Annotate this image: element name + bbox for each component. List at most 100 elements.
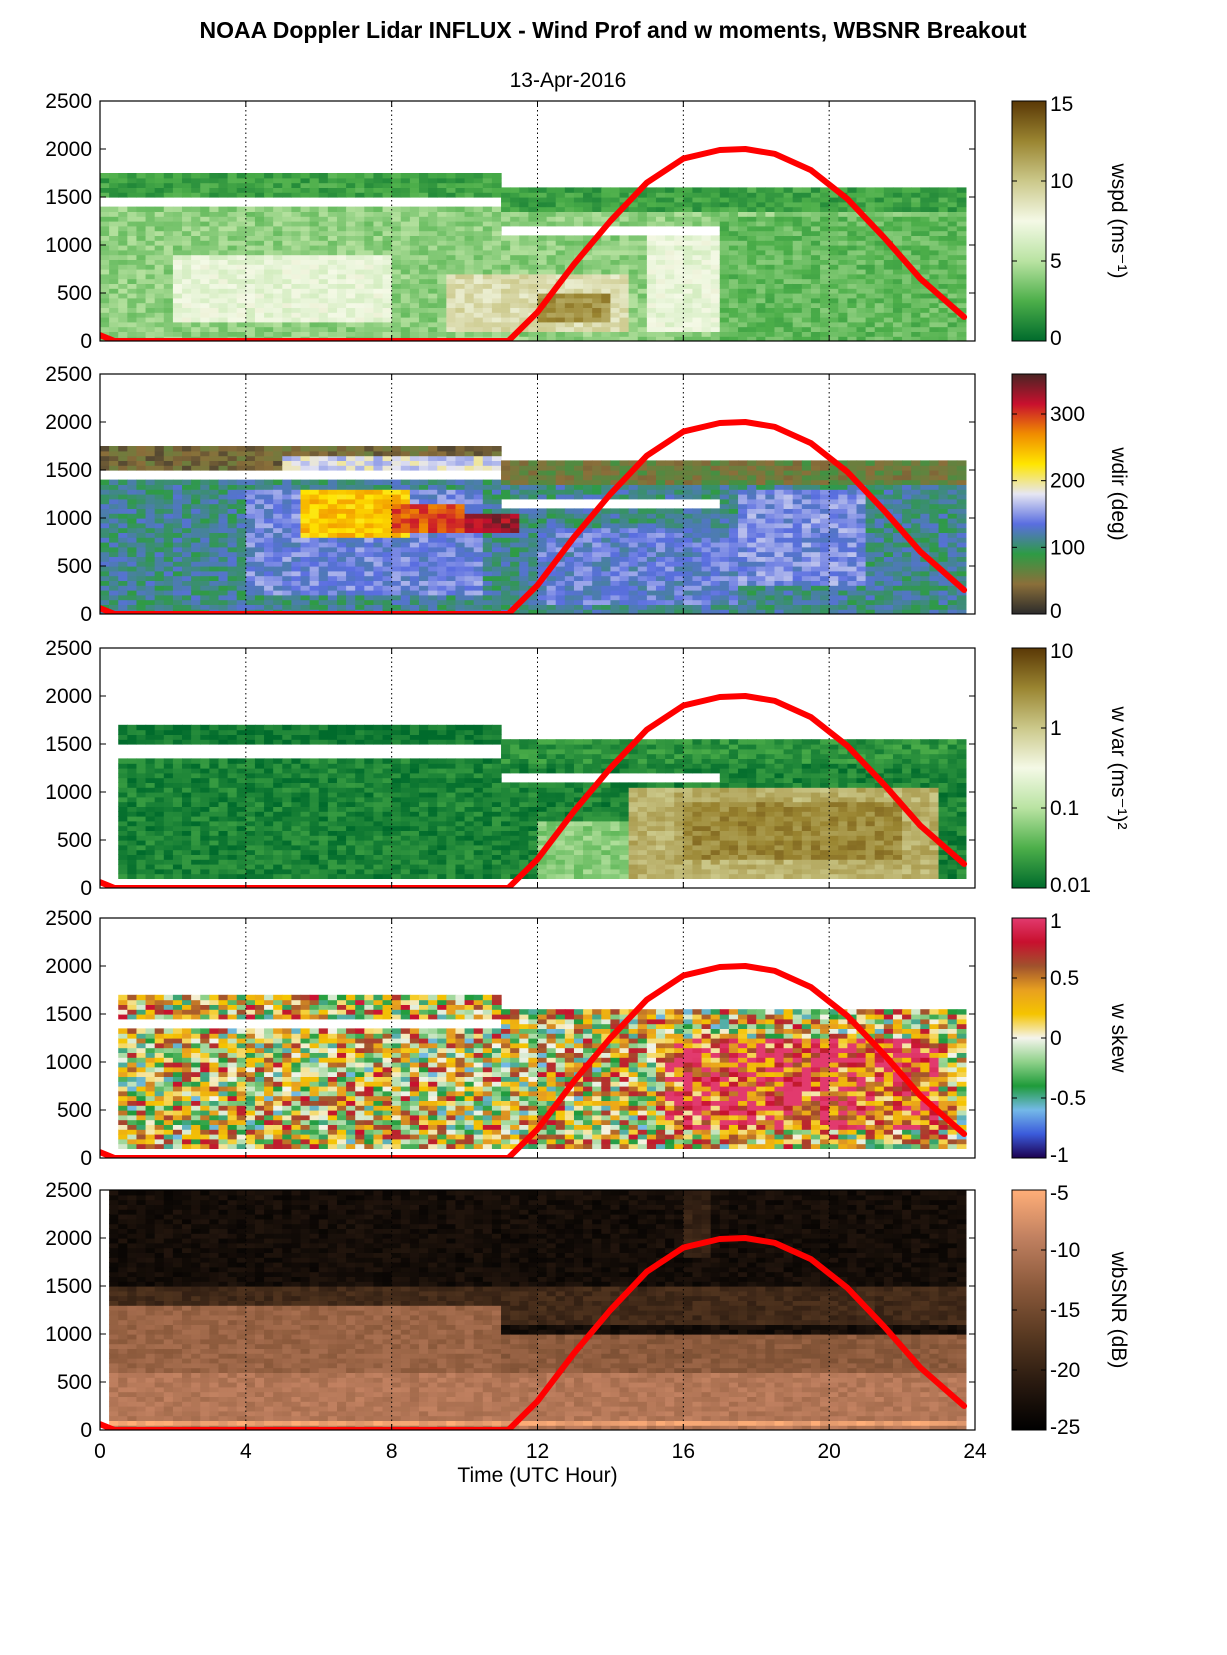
heatmap-cell: [501, 297, 511, 304]
heatmap-cell: [555, 259, 566, 265]
heatmap-cell: [346, 561, 356, 567]
heatmap-cell: [710, 201, 721, 208]
heatmap-cell: [646, 283, 657, 289]
heatmap-cell: [874, 235, 885, 241]
heatmap-cell: [373, 297, 384, 304]
heatmap-cell: [573, 283, 584, 289]
heatmap-cell: [391, 599, 402, 605]
heatmap-cell: [409, 317, 420, 323]
heatmap-cell: [336, 173, 347, 179]
heatmap-cell: [291, 455, 302, 461]
heatmap-cell: [592, 513, 602, 519]
heatmap-cell: [519, 474, 529, 481]
heatmap-cell: [172, 269, 183, 275]
heatmap-cell: [765, 288, 776, 294]
heatmap-cell: [145, 206, 156, 212]
heatmap-cell: [683, 211, 694, 217]
heatmap-cell: [747, 187, 757, 193]
heatmap-cell: [883, 264, 894, 270]
heatmap-cell: [109, 494, 119, 500]
heatmap-cell: [209, 249, 220, 256]
heatmap-cell: [728, 331, 739, 337]
heatmap-cell: [227, 570, 238, 577]
heatmap-cell: [428, 273, 438, 280]
heatmap-cell: [309, 527, 320, 533]
heatmap-cell: [829, 201, 839, 208]
heatmap-cell: [154, 522, 165, 529]
heatmap-cell: [765, 317, 776, 323]
heatmap-cell: [191, 494, 201, 500]
heatmap-cell: [409, 513, 420, 519]
heatmap-cell: [956, 278, 967, 284]
heatmap-cell: [792, 187, 803, 193]
heatmap-cell: [373, 450, 384, 457]
heatmap-cell: [792, 273, 803, 280]
heatmap-cell: [619, 278, 630, 284]
heatmap-cell: [501, 551, 511, 557]
heatmap-cell: [227, 321, 238, 328]
heatmap-cell: [810, 221, 821, 227]
heatmap-cell: [519, 604, 529, 610]
heatmap-cell: [601, 283, 612, 289]
heatmap-cell: [227, 307, 238, 313]
heatmap-cell: [127, 235, 138, 241]
heatmap-cell: [264, 460, 274, 466]
heatmap-cell: [601, 551, 612, 557]
heatmap-cell: [309, 273, 320, 280]
heatmap-cell: [437, 254, 447, 260]
heatmap-cell: [847, 264, 858, 270]
heatmap-cell: [537, 245, 548, 251]
heatmap-cell: [883, 249, 894, 256]
heatmap-cell: [564, 570, 575, 577]
heatmap-cell: [546, 465, 557, 471]
heatmap-cell: [409, 221, 420, 227]
heatmap-cell: [464, 527, 475, 533]
heatmap-cell: [191, 312, 201, 318]
heatmap-cell: [437, 484, 447, 490]
heatmap-cell: [838, 216, 848, 222]
heatmap-cell: [528, 331, 539, 337]
heatmap-cell: [501, 522, 511, 529]
heatmap-cell: [573, 518, 584, 524]
heatmap-cell: [555, 317, 566, 323]
heatmap-cell: [336, 503, 347, 509]
heatmap-cell: [327, 173, 338, 179]
heatmap-cell: [200, 551, 210, 557]
heatmap-cell: [364, 503, 375, 509]
heatmap-cell: [883, 235, 894, 241]
heatmap-cell: [236, 542, 247, 548]
heatmap-cell: [309, 216, 320, 222]
heatmap-cell: [728, 245, 739, 251]
heatmap-cell: [419, 594, 429, 601]
heatmap-cell: [628, 278, 639, 284]
heatmap-cell: [583, 297, 593, 304]
heatmap-cell: [847, 278, 858, 284]
heatmap-cell: [200, 566, 210, 572]
heatmap-cell: [200, 283, 210, 289]
heatmap-cell: [373, 479, 384, 485]
heatmap-cell: [756, 317, 766, 323]
heatmap-cell: [701, 312, 712, 318]
heatmap-cell: [601, 460, 612, 466]
heatmap-cell: [592, 551, 602, 557]
heatmap-cell: [118, 479, 128, 485]
heatmap-cell: [455, 221, 466, 227]
heatmap-cell: [364, 206, 375, 212]
heatmap-cell: [154, 254, 165, 260]
heatmap-cell: [364, 240, 375, 246]
heatmap-cell: [464, 566, 475, 572]
heatmap-cell: [756, 302, 766, 308]
heatmap-cell: [182, 465, 192, 471]
heatmap-cell: [929, 293, 940, 299]
heatmap-cell: [355, 331, 365, 337]
heatmap-cell: [391, 187, 402, 193]
heatmap-cell: [318, 580, 329, 586]
heatmap-cell: [956, 206, 967, 212]
heatmap-cell: [838, 312, 848, 318]
heatmap-cell: [719, 321, 730, 328]
heatmap-cell: [592, 197, 602, 203]
heatmap-cell: [327, 269, 338, 275]
heatmap-cell: [437, 283, 447, 289]
heatmap-cell: [519, 551, 529, 557]
heatmap-cell: [355, 326, 365, 332]
